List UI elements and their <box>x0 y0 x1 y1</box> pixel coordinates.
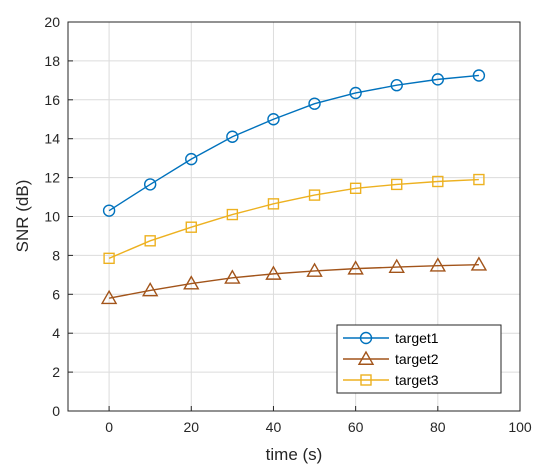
data-point-target1 <box>185 152 198 166</box>
x-tick-label: 100 <box>508 419 532 435</box>
data-point-target1 <box>102 204 116 217</box>
series-target3 <box>103 173 485 265</box>
y-tick-label: 14 <box>44 131 60 147</box>
y-tick-label: 16 <box>44 92 60 108</box>
y-tick-label: 8 <box>52 247 60 263</box>
data-point-target2 <box>306 262 323 277</box>
legend-marker <box>359 331 373 345</box>
x-tick-label: 80 <box>430 419 446 435</box>
data-point-target1 <box>308 97 321 110</box>
data-point-target3 <box>349 182 362 194</box>
data-point-target1 <box>226 130 239 143</box>
data-point-target3 <box>185 221 197 233</box>
legend-label: target2 <box>395 351 439 367</box>
tick-layer: 0 20 40 60 80 100 0 2 4 6 8 10 12 14 16 18 20 <box>44 14 531 435</box>
data-point-target2 <box>470 256 488 271</box>
data-point-target1 <box>143 178 157 191</box>
x-tick-label: 0 <box>105 419 113 435</box>
y-tick-label: 2 <box>52 364 60 380</box>
data-point-target3 <box>391 178 403 191</box>
data-point-target3 <box>308 189 321 201</box>
series-line-target1 <box>108 74 479 212</box>
y-tick-label: 18 <box>44 53 60 69</box>
x-tick-label: 40 <box>266 419 282 435</box>
x-axis-label: time (s) <box>266 445 323 464</box>
data-point-target1 <box>267 113 280 126</box>
y-tick-label: 10 <box>44 209 60 225</box>
legend-marker <box>357 350 375 365</box>
data-point-target2 <box>429 257 447 272</box>
data-point-target2 <box>388 258 405 274</box>
data-point-target2 <box>265 265 282 280</box>
series-line-target3 <box>108 178 479 259</box>
series-target1 <box>102 69 486 217</box>
data-point-target1 <box>390 79 403 92</box>
y-tick-label: 0 <box>52 403 60 419</box>
data-point-target2 <box>183 275 200 290</box>
data-point-target3 <box>144 235 156 247</box>
data-point-target3 <box>473 173 485 186</box>
legend-label: target3 <box>395 372 439 388</box>
data-point-target1 <box>349 86 362 100</box>
data-point-target3 <box>267 198 280 210</box>
data-point-target2 <box>224 269 241 284</box>
x-tick-label: 60 <box>348 419 364 435</box>
grid-lines <box>68 21 521 412</box>
series-layer <box>100 69 488 305</box>
data-point-target2 <box>100 289 118 305</box>
data-point-target3 <box>103 252 115 265</box>
data-point-target1 <box>472 69 486 82</box>
y-tick-label: 20 <box>44 14 60 30</box>
data-point-target1 <box>431 73 445 86</box>
series-target2 <box>100 256 488 305</box>
x-tick-label: 20 <box>183 419 199 435</box>
y-tick-label: 6 <box>52 286 60 302</box>
legend-label: target1 <box>395 330 439 346</box>
legend-entry-target1: target1 <box>343 330 439 346</box>
data-point-target2 <box>347 260 364 275</box>
y-tick-label: 4 <box>52 325 60 341</box>
legend-entry-target3: target3 <box>343 372 439 388</box>
series-line-target2 <box>108 264 479 299</box>
legend: target1 target2 target3 <box>336 324 502 394</box>
legend-marker <box>360 374 372 386</box>
legend-entry-target2: target2 <box>343 350 439 367</box>
data-point-target3 <box>432 175 444 188</box>
data-point-target2 <box>141 281 159 297</box>
y-axis-label: SNR (dB) <box>13 180 32 253</box>
data-point-target3 <box>226 208 239 221</box>
y-tick-label: 12 <box>44 170 60 186</box>
